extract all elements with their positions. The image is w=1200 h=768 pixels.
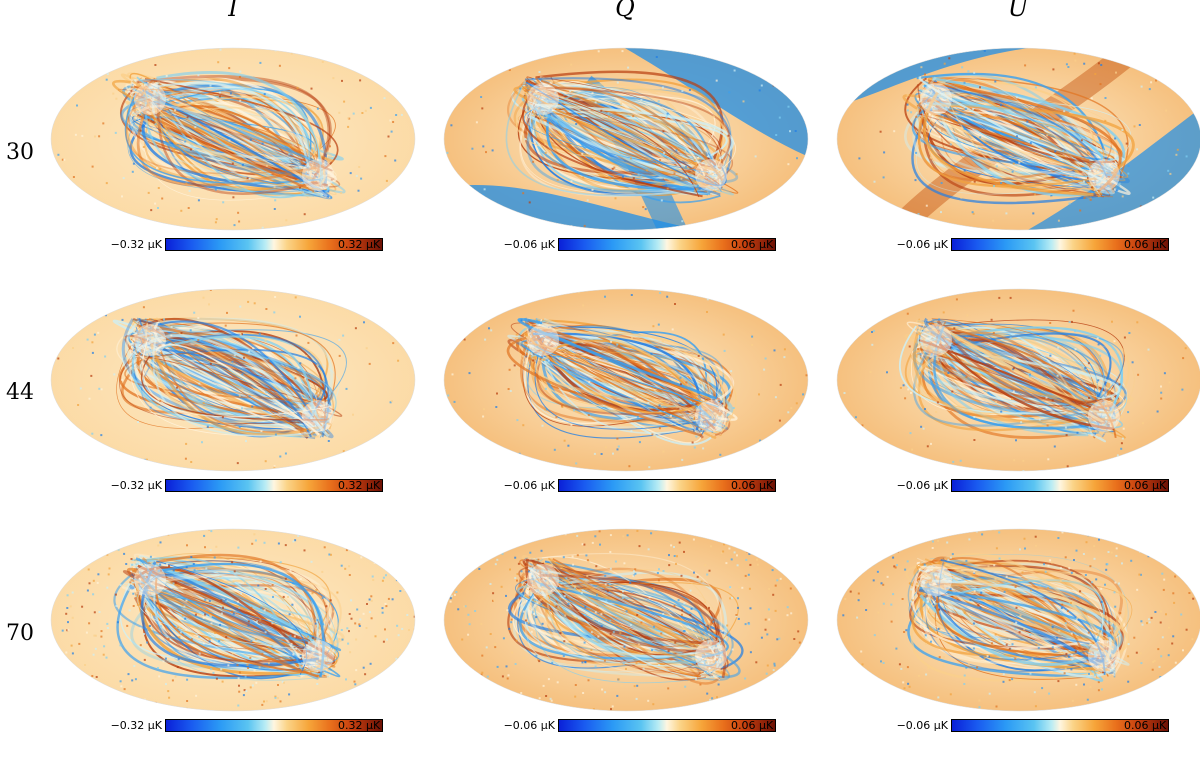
colorbar-min-label: −0.32 μK <box>111 719 162 733</box>
colorbar-max-label: 0.06 μK <box>1124 479 1166 493</box>
column-header-Q: Q <box>595 0 655 22</box>
colorbar: −0.06 μK 0.06 μK <box>828 479 1200 493</box>
colorbar-min-label: −0.06 μK <box>504 238 555 252</box>
colorbar: −0.06 μK 0.06 μK <box>828 719 1200 733</box>
panel-30-U: −0.06 μK 0.06 μK <box>828 47 1200 287</box>
panel-44-I: −0.32 μK 0.32 μK <box>42 288 434 528</box>
colorbar-max-label: 0.32 μK <box>338 719 380 733</box>
colorbar-max-label: 0.32 μK <box>338 479 380 493</box>
colorbar-min-label: −0.06 μK <box>504 479 555 493</box>
mollweide-map <box>443 47 809 231</box>
row-label-70: 70 <box>6 621 40 646</box>
row-label-44: 44 <box>6 380 40 405</box>
panel-70-I: −0.32 μK 0.32 μK <box>42 528 434 768</box>
colorbar-min-label: −0.06 μK <box>897 238 948 252</box>
colorbar: −0.32 μK 0.32 μK <box>42 719 434 733</box>
colorbar-max-label: 0.06 μK <box>1124 719 1166 733</box>
mollweide-map <box>50 288 416 472</box>
mollweide-map <box>50 47 416 231</box>
row-label-30: 30 <box>6 140 40 165</box>
colorbar-max-label: 0.32 μK <box>338 238 380 252</box>
mollweide-map <box>836 528 1200 712</box>
colorbar: −0.32 μK 0.32 μK <box>42 479 434 493</box>
panel-70-U: −0.06 μK 0.06 μK <box>828 528 1200 768</box>
panel-44-Q: −0.06 μK 0.06 μK <box>435 288 827 528</box>
colorbar: −0.06 μK 0.06 μK <box>435 238 827 252</box>
colorbar-max-label: 0.06 μK <box>731 719 773 733</box>
mollweide-map <box>50 528 416 712</box>
colorbar-min-label: −0.32 μK <box>111 238 162 252</box>
colorbar-min-label: −0.06 μK <box>897 719 948 733</box>
colorbar-max-label: 0.06 μK <box>1124 238 1166 252</box>
colorbar: −0.06 μK 0.06 μK <box>435 479 827 493</box>
column-header-U: U <box>988 0 1048 22</box>
colorbar: −0.06 μK 0.06 μK <box>828 238 1200 252</box>
colorbar: −0.32 μK 0.32 μK <box>42 238 434 252</box>
colorbar: −0.06 μK 0.06 μK <box>435 719 827 733</box>
panel-30-Q: −0.06 μK 0.06 μK <box>435 47 827 287</box>
mollweide-map <box>443 528 809 712</box>
panel-70-Q: −0.06 μK 0.06 μK <box>435 528 827 768</box>
colorbar-min-label: −0.06 μK <box>504 719 555 733</box>
mollweide-map <box>443 288 809 472</box>
colorbar-max-label: 0.06 μK <box>731 479 773 493</box>
panel-30-I: −0.32 μK 0.32 μK <box>42 47 434 287</box>
mollweide-map <box>836 47 1200 231</box>
mollweide-map <box>836 288 1200 472</box>
colorbar-max-label: 0.06 μK <box>731 238 773 252</box>
column-header-I: I <box>203 0 263 22</box>
colorbar-min-label: −0.32 μK <box>111 479 162 493</box>
colorbar-min-label: −0.06 μK <box>897 479 948 493</box>
panel-44-U: −0.06 μK 0.06 μK <box>828 288 1200 528</box>
